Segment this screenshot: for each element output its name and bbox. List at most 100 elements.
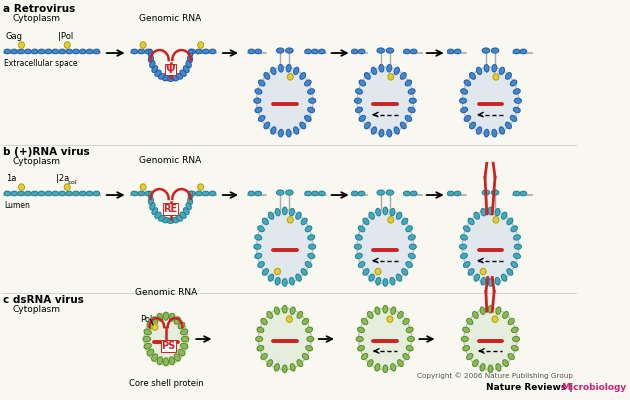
Circle shape — [493, 74, 499, 80]
Ellipse shape — [461, 235, 467, 240]
Ellipse shape — [287, 64, 291, 72]
Text: b (+)RNA virus: b (+)RNA virus — [3, 147, 90, 157]
Ellipse shape — [59, 191, 66, 196]
Ellipse shape — [376, 208, 381, 216]
Ellipse shape — [462, 210, 518, 284]
Ellipse shape — [25, 191, 31, 196]
Ellipse shape — [294, 67, 299, 74]
Ellipse shape — [264, 122, 270, 129]
Ellipse shape — [149, 55, 153, 62]
Ellipse shape — [482, 48, 490, 53]
Circle shape — [18, 42, 25, 48]
Ellipse shape — [287, 130, 291, 137]
Ellipse shape — [461, 107, 467, 112]
Ellipse shape — [18, 49, 24, 54]
Ellipse shape — [491, 190, 499, 195]
Ellipse shape — [387, 130, 392, 137]
Ellipse shape — [209, 191, 215, 196]
Ellipse shape — [513, 235, 520, 240]
Ellipse shape — [297, 312, 302, 318]
Ellipse shape — [188, 55, 193, 62]
Ellipse shape — [496, 307, 501, 314]
Ellipse shape — [278, 130, 284, 137]
Ellipse shape — [167, 218, 174, 223]
Ellipse shape — [158, 357, 163, 365]
Ellipse shape — [496, 364, 501, 371]
Ellipse shape — [510, 116, 517, 121]
Ellipse shape — [394, 127, 399, 134]
Ellipse shape — [305, 191, 311, 196]
Ellipse shape — [495, 278, 500, 285]
Ellipse shape — [358, 191, 365, 196]
Ellipse shape — [183, 66, 189, 72]
Text: PS: PS — [161, 341, 176, 351]
Ellipse shape — [488, 306, 493, 313]
Text: Copyright © 2006 Nature Publishing Group: Copyright © 2006 Nature Publishing Group — [416, 372, 573, 379]
Ellipse shape — [296, 274, 301, 281]
Ellipse shape — [488, 279, 493, 286]
Ellipse shape — [507, 218, 513, 224]
Ellipse shape — [306, 327, 312, 332]
Ellipse shape — [152, 66, 158, 72]
Ellipse shape — [186, 61, 191, 68]
Ellipse shape — [463, 327, 469, 332]
Circle shape — [492, 316, 498, 322]
Ellipse shape — [307, 336, 314, 342]
Ellipse shape — [306, 226, 312, 232]
Ellipse shape — [460, 244, 466, 249]
Ellipse shape — [258, 226, 264, 232]
Ellipse shape — [285, 48, 293, 53]
Ellipse shape — [401, 122, 406, 129]
Ellipse shape — [386, 48, 394, 53]
Ellipse shape — [255, 253, 261, 258]
Ellipse shape — [163, 312, 168, 320]
Ellipse shape — [294, 127, 299, 134]
Ellipse shape — [488, 365, 493, 372]
Ellipse shape — [405, 116, 411, 121]
Text: Gag: Gag — [6, 32, 23, 41]
Ellipse shape — [454, 49, 461, 54]
Circle shape — [287, 217, 293, 223]
Ellipse shape — [256, 67, 313, 134]
Circle shape — [375, 268, 381, 275]
Ellipse shape — [308, 235, 314, 240]
Ellipse shape — [32, 49, 38, 54]
Text: a Retrovirus: a Retrovirus — [3, 4, 76, 14]
Ellipse shape — [461, 89, 467, 94]
Ellipse shape — [383, 306, 387, 313]
Ellipse shape — [513, 49, 520, 54]
Ellipse shape — [355, 235, 362, 240]
Ellipse shape — [468, 269, 474, 275]
Ellipse shape — [472, 360, 478, 366]
Ellipse shape — [411, 49, 417, 54]
Ellipse shape — [202, 49, 209, 54]
Ellipse shape — [138, 191, 144, 196]
Ellipse shape — [4, 49, 11, 54]
Ellipse shape — [290, 278, 294, 285]
Ellipse shape — [472, 312, 478, 318]
Ellipse shape — [248, 49, 255, 54]
Ellipse shape — [488, 207, 493, 215]
Ellipse shape — [163, 218, 169, 223]
Ellipse shape — [506, 122, 512, 129]
Ellipse shape — [461, 253, 467, 258]
Ellipse shape — [411, 191, 417, 196]
Ellipse shape — [155, 212, 161, 218]
Ellipse shape — [355, 244, 362, 249]
Ellipse shape — [163, 76, 169, 81]
Ellipse shape — [138, 49, 144, 54]
Ellipse shape — [356, 89, 362, 94]
Ellipse shape — [305, 80, 311, 86]
Ellipse shape — [369, 212, 374, 219]
Ellipse shape — [410, 244, 416, 249]
Ellipse shape — [263, 269, 268, 275]
Ellipse shape — [474, 274, 479, 281]
Ellipse shape — [447, 191, 454, 196]
Ellipse shape — [181, 343, 188, 349]
Ellipse shape — [481, 278, 486, 285]
Ellipse shape — [396, 212, 402, 219]
Ellipse shape — [261, 318, 267, 324]
Ellipse shape — [93, 191, 100, 196]
Ellipse shape — [484, 64, 489, 72]
Ellipse shape — [171, 218, 178, 223]
